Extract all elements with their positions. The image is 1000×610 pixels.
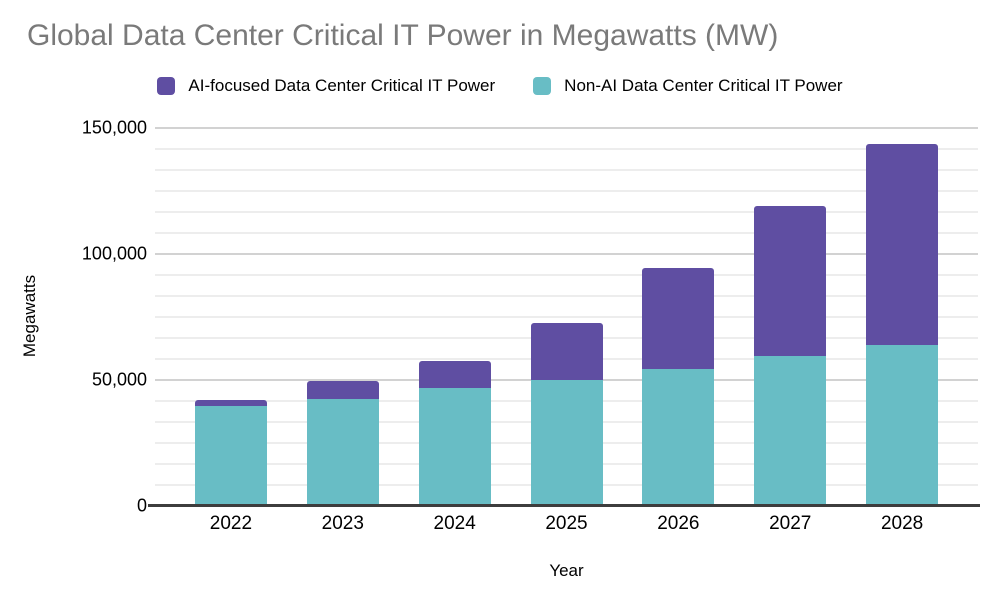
bar-group <box>734 128 846 506</box>
bar-stack <box>642 267 715 506</box>
bar-segment-ai <box>866 144 939 345</box>
legend-square-icon <box>157 77 176 95</box>
gridline-minor <box>155 148 978 150</box>
bar-stack <box>530 323 603 506</box>
bar-group <box>846 128 958 506</box>
gridline-minor <box>155 232 978 234</box>
y-axis-tick-labels: 0 50,000 100,000 150,000 <box>0 118 147 516</box>
x-axis-title: Year <box>549 561 584 580</box>
bar-stack <box>418 361 491 506</box>
x-axis-line <box>148 504 980 507</box>
chart-legend: AI-focused Data Center Critical IT Power… <box>0 76 1000 96</box>
y-tick-label: 100,000 <box>81 243 147 264</box>
gridline-minor <box>155 169 978 171</box>
bar-segment-ai <box>530 323 603 380</box>
x-tick-label: 2024 <box>433 513 476 534</box>
x-tick-label: 2027 <box>769 513 812 534</box>
legend-label: AI-focused Data Center Critical IT Power <box>188 76 496 95</box>
legend-item: Non-AI Data Center Critical IT Power <box>533 76 843 96</box>
gridline-minor <box>155 295 978 297</box>
bar-stack <box>866 144 939 506</box>
y-tick-label: 50,000 <box>91 369 147 390</box>
bar-segment-ai <box>306 381 379 399</box>
bar-stack <box>306 381 379 506</box>
bar-segment-non-ai <box>530 380 603 506</box>
bar-segment-non-ai <box>642 368 715 506</box>
gridline-minor <box>155 211 978 213</box>
plot-area <box>148 127 980 507</box>
bar-segment-ai <box>418 361 491 388</box>
bar-segment-non-ai <box>866 344 939 506</box>
bar-segment-non-ai <box>418 387 491 506</box>
gridline-major <box>155 253 978 255</box>
bar-stack <box>194 400 267 506</box>
bar-group <box>287 128 399 506</box>
gridline-minor <box>155 316 978 318</box>
bars-region <box>155 128 978 506</box>
x-tick-label: 2028 <box>880 513 924 534</box>
gridline-major <box>155 127 978 129</box>
bar-segment-ai <box>754 206 827 357</box>
x-tick-label: 2022 <box>209 513 253 534</box>
bar-segment-ai <box>642 267 715 369</box>
x-axis-tick-labels: 2022 2023 2024 2025 2026 2027 2028 <box>155 513 978 535</box>
bar-group <box>511 128 623 506</box>
bar-segment-ai <box>194 400 267 407</box>
legend-square-icon <box>533 77 552 95</box>
x-tick-label: 2026 <box>657 513 700 534</box>
gridline-minor <box>155 274 978 276</box>
chart-title: Global Data Center Critical IT Power in … <box>27 19 779 52</box>
x-tick-label: 2023 <box>321 513 364 534</box>
bar-group <box>622 128 734 506</box>
legend-label: Non-AI Data Center Critical IT Power <box>564 76 843 95</box>
bar-stack <box>754 206 827 506</box>
y-tick-label: 0 <box>136 495 147 516</box>
legend-item: AI-focused Data Center Critical IT Power <box>157 76 495 96</box>
gridline-minor <box>155 190 978 192</box>
bar-segment-non-ai <box>754 356 827 506</box>
bar-group <box>175 128 287 506</box>
bar-group <box>399 128 511 506</box>
bar-segment-non-ai <box>194 406 267 506</box>
y-tick-label: 150,000 <box>81 117 147 138</box>
bar-segment-non-ai <box>306 398 379 506</box>
x-tick-label: 2025 <box>545 513 588 534</box>
